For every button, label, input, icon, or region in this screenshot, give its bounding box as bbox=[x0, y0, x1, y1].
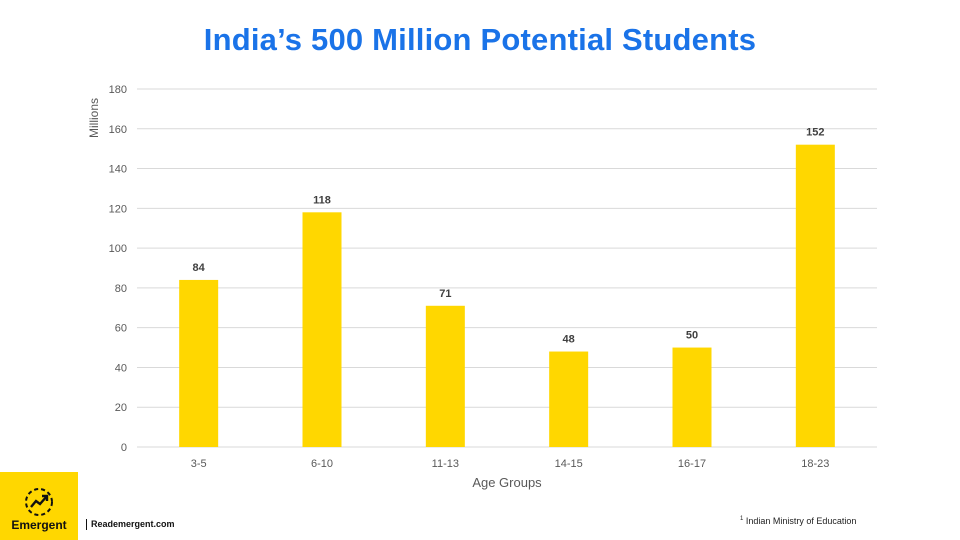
y-tick-label: 0 bbox=[121, 442, 127, 454]
data-labels: 84 118 71 48 50 152 bbox=[193, 127, 825, 346]
data-label: 152 bbox=[806, 127, 824, 139]
x-tick-label: 14-15 bbox=[555, 458, 583, 470]
y-tick-label: 140 bbox=[109, 164, 127, 176]
bar bbox=[179, 279, 219, 447]
trend-up-icon bbox=[25, 488, 53, 516]
bar bbox=[549, 351, 589, 447]
gridlines bbox=[137, 88, 877, 448]
x-tick-label: 16-17 bbox=[678, 458, 706, 470]
bar bbox=[302, 212, 342, 447]
y-tick-label: 100 bbox=[109, 243, 127, 255]
y-axis-label: Millions bbox=[87, 98, 101, 138]
source-text: Indian Ministry of Education bbox=[745, 516, 857, 526]
bars bbox=[179, 144, 835, 447]
brand-name: Emergent bbox=[11, 518, 67, 532]
brand-logo: Emergent bbox=[0, 472, 78, 540]
y-tick-label: 20 bbox=[115, 402, 127, 414]
data-label: 71 bbox=[439, 288, 451, 300]
x-tick-label: 3-5 bbox=[191, 458, 207, 470]
y-tick-labels: 0 20 40 60 80 100 120 140 160 180 bbox=[109, 84, 127, 454]
bar bbox=[425, 305, 465, 447]
source-note: 1 Indian Ministry of Education bbox=[740, 516, 856, 526]
brand-site-text: Reademergent.com bbox=[91, 519, 175, 529]
data-label: 118 bbox=[313, 194, 331, 206]
x-axis-label: Age Groups bbox=[472, 475, 542, 490]
bar bbox=[672, 347, 712, 447]
source-marker: 1 bbox=[740, 516, 744, 522]
y-tick-label: 40 bbox=[115, 362, 127, 374]
data-label: 48 bbox=[563, 334, 575, 346]
brand-site[interactable]: Reademergent.com bbox=[86, 519, 175, 531]
x-tick-label: 11-13 bbox=[432, 458, 459, 470]
chart-title: India’s 500 Million Potential Students bbox=[203, 22, 757, 57]
y-tick-label: 80 bbox=[115, 283, 127, 295]
y-tick-label: 160 bbox=[109, 124, 127, 136]
data-label: 50 bbox=[686, 330, 698, 342]
data-label: 84 bbox=[193, 262, 206, 274]
bar bbox=[795, 144, 835, 447]
y-tick-label: 60 bbox=[115, 323, 127, 335]
x-tick-label: 6-10 bbox=[311, 458, 333, 470]
divider bbox=[86, 519, 87, 531]
y-tick-label: 180 bbox=[109, 84, 127, 96]
x-tick-label: 18-23 bbox=[801, 458, 829, 470]
y-tick-label: 120 bbox=[109, 203, 127, 215]
x-tick-labels: 3-5 6-10 11-13 14-15 16-17 18-23 bbox=[191, 458, 830, 470]
